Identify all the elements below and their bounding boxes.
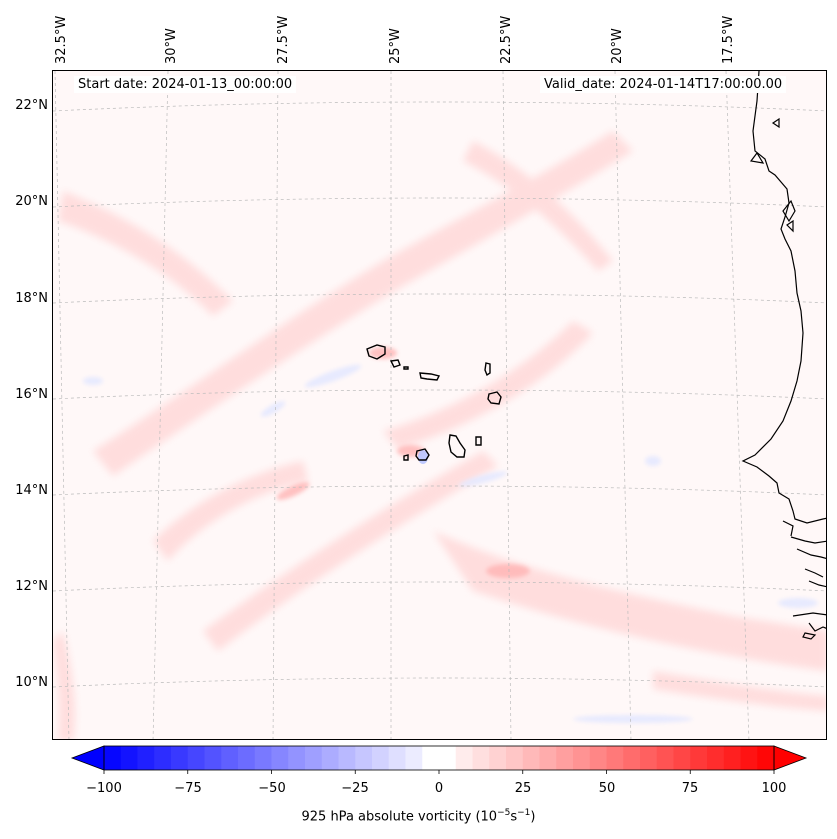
lon-label-22-5w: 22.5°W xyxy=(499,15,514,64)
lat-label-14n: 14°N xyxy=(15,483,48,498)
colorbar-segment xyxy=(673,746,691,770)
island-boa-vista xyxy=(487,391,502,405)
lon-label-30w: 30°W xyxy=(164,28,179,64)
island-maio xyxy=(475,436,482,446)
colorbar-segment xyxy=(305,746,323,770)
colorbar-segment xyxy=(288,746,306,770)
colorbar-segment xyxy=(388,746,407,770)
colorbar-segment xyxy=(137,746,155,770)
colorbar-segment xyxy=(171,746,189,770)
colorbar-segment xyxy=(254,746,273,770)
colorbar-segment xyxy=(723,746,742,770)
colorbar-segment xyxy=(506,746,524,770)
colorbar-segment xyxy=(539,746,557,770)
colorbar-segment xyxy=(690,746,708,770)
colorbar-segment xyxy=(573,746,591,770)
colorbar-segment xyxy=(321,746,340,770)
colorbar-segment xyxy=(221,746,239,770)
colorbar-extend-max xyxy=(773,745,808,771)
colorbar-tick-marks xyxy=(103,770,775,774)
colorbar-segment xyxy=(623,746,641,770)
colorbar-segment xyxy=(238,746,256,770)
positive-vorticity-cores xyxy=(276,347,530,578)
colorbar-tick-label: 0 xyxy=(434,781,444,796)
lon-label-20w: 20°W xyxy=(610,28,625,64)
colorbar-tick-label: 50 xyxy=(598,781,616,796)
vorticity-map xyxy=(52,70,827,740)
map-canvas xyxy=(53,71,826,739)
colorbar-title: 925 hPa absolute vorticity (10−5s−1) xyxy=(301,808,536,825)
colorbar-segments xyxy=(104,746,775,770)
lat-label-12n: 12°N xyxy=(15,579,48,594)
colorbar-segment xyxy=(556,746,574,770)
colorbar-segment xyxy=(522,746,541,770)
colorbar-segment xyxy=(757,746,775,770)
colorbar-tick-label: 25 xyxy=(514,781,532,796)
colorbar-segment xyxy=(640,746,658,770)
colorbar-segment xyxy=(656,746,675,770)
island-fogo xyxy=(415,448,430,461)
lat-label-16n: 16°N xyxy=(15,387,48,402)
lon-label-17-5w: 17.5°W xyxy=(721,15,736,64)
colorbar-tick-label: 100 xyxy=(761,781,787,796)
island-santiago xyxy=(448,434,466,458)
african-coastline xyxy=(741,71,826,640)
colorbar-segment xyxy=(589,746,608,770)
negative-vorticity-field xyxy=(83,364,818,723)
island-sao-vicente xyxy=(389,359,401,368)
lat-label-18n: 18°N xyxy=(15,291,48,306)
colorbar-segment xyxy=(355,746,373,770)
lon-label-32-5w: 32.5°W xyxy=(54,15,69,64)
colorbar-segment xyxy=(187,746,206,770)
colorbar-extend-min xyxy=(70,745,105,771)
lat-label-20n: 20°N xyxy=(15,194,48,209)
island-sao-nicolau xyxy=(419,372,441,381)
colorbar-segment xyxy=(439,746,457,770)
positive-vorticity-field xyxy=(53,131,826,739)
colorbar-segment xyxy=(472,746,490,770)
colorbar-segment xyxy=(338,746,356,770)
lat-label-22n: 22°N xyxy=(15,98,48,113)
colorbar-segment xyxy=(740,746,758,770)
colorbar-segment xyxy=(707,746,725,770)
colorbar-segment xyxy=(489,746,507,770)
valid-date-label: Valid_date: 2024-01-14T17:00:00.00 xyxy=(540,76,787,93)
lat-label-10n: 10°N xyxy=(15,675,48,690)
map-gridlines xyxy=(53,71,826,739)
colorbar-segment xyxy=(104,746,122,770)
colorbar-tick-label: −100 xyxy=(86,781,122,796)
colorbar-tick-label: −25 xyxy=(341,781,369,796)
colorbar-tick-label: 75 xyxy=(681,781,699,796)
cape-verde-islands xyxy=(366,344,502,461)
colorbar-tick-label: −50 xyxy=(258,781,286,796)
island-sal xyxy=(484,362,491,377)
colorbar-segment xyxy=(422,746,440,770)
colorbar-segment xyxy=(154,746,172,770)
colorbar xyxy=(70,745,808,774)
island-santo-antao xyxy=(366,344,386,360)
lon-label-25w: 25°W xyxy=(388,28,403,64)
colorbar-segment xyxy=(271,746,289,770)
colorbar-segment xyxy=(405,746,423,770)
colorbar-tick-label: −75 xyxy=(174,781,202,796)
island-santa-luzia xyxy=(403,366,409,370)
colorbar-segment xyxy=(606,746,624,770)
colorbar-segment xyxy=(120,746,139,770)
lon-label-27-5w: 27.5°W xyxy=(276,15,291,64)
island-brava xyxy=(403,454,409,461)
colorbar-segment xyxy=(372,746,390,770)
colorbar-segment xyxy=(204,746,222,770)
colorbar-segment xyxy=(455,746,474,770)
start-date-label: Start date: 2024-01-13_00:00:00 xyxy=(74,76,297,93)
